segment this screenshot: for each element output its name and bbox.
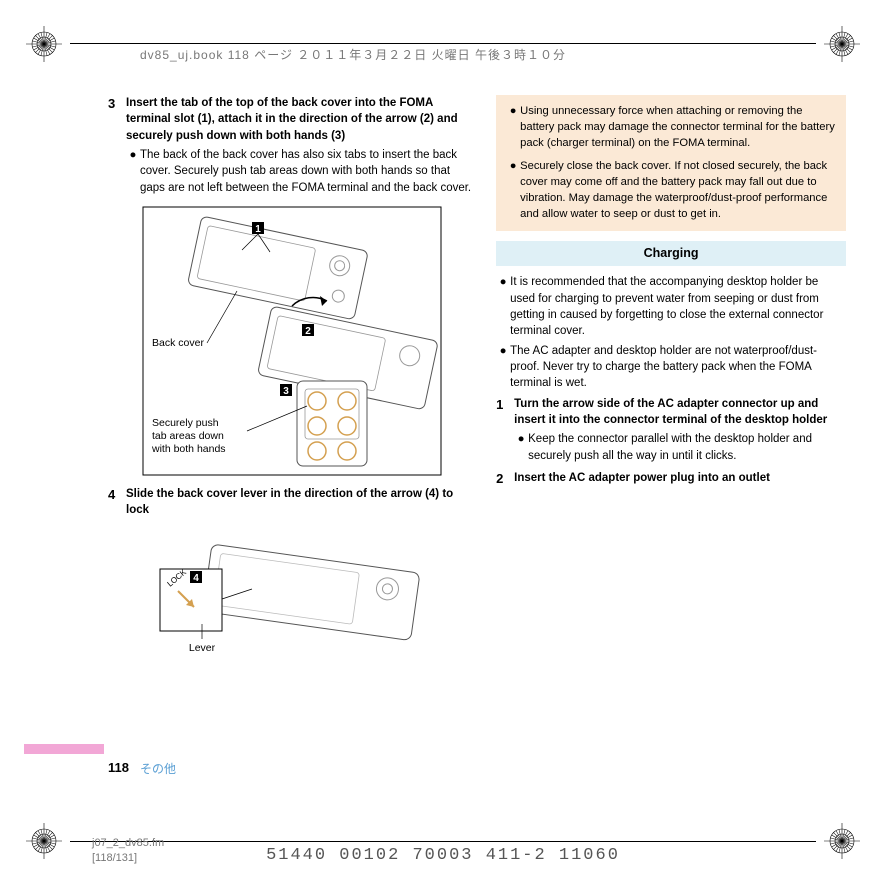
note-text-1: Using unnecessary force when attaching o…	[520, 103, 836, 152]
callout-2: 2	[305, 326, 311, 337]
note-box: ● Using unnecessary force when attaching…	[496, 95, 846, 231]
bullet-icon: ●	[506, 103, 520, 152]
step-3: 3 Insert the tab of the top of the back …	[108, 95, 472, 196]
column-right: ● Using unnecessary force when attaching…	[496, 95, 846, 765]
content-area: 3 Insert the tab of the top of the back …	[108, 95, 846, 765]
bullet-icon: ●	[496, 343, 510, 392]
hairline-top	[70, 43, 816, 44]
section-heading: Charging	[496, 241, 846, 267]
note-text-2: Securely close the back cover. If not cl…	[520, 158, 836, 223]
step-head: Slide the back cover lever in the direct…	[126, 486, 472, 519]
figure-lever: LOCK 4 Lever	[142, 529, 472, 659]
footer-barcode-text: 51440 00102 70003 411-2 11060	[0, 846, 886, 865]
step-number: 1	[496, 396, 514, 464]
bullet-text: It is recommended that the accompanying …	[510, 274, 846, 339]
bullet-icon: ●	[126, 147, 140, 196]
regmark-tl	[26, 26, 62, 62]
step-head: Turn the arrow side of the AC adapter co…	[514, 396, 846, 429]
label-lever: Lever	[189, 642, 216, 654]
page-category: その他	[140, 760, 176, 777]
step-head: Insert the tab of the top of the back co…	[126, 95, 472, 144]
bullet-icon: ●	[496, 274, 510, 339]
column-left: 3 Insert the tab of the top of the back …	[108, 95, 472, 765]
step-number: 3	[108, 95, 126, 196]
charging-step-2: 2 Insert the AC adapter power plug into …	[496, 470, 846, 488]
step-sub: Keep the connector parallel with the des…	[528, 431, 846, 464]
step-sub: The back of the back cover has also six …	[140, 147, 472, 196]
tab-marker	[24, 744, 104, 754]
regmark-tr	[824, 26, 860, 62]
bullet-text: The AC adapter and desktop holder are no…	[510, 343, 846, 392]
hairline-bottom	[70, 841, 816, 842]
figure-back-cover: 1 Back cover 2	[142, 206, 472, 476]
bullet-icon: ●	[506, 158, 520, 223]
label-push: Securely push tab areas down with both h…	[151, 417, 227, 455]
bullet-icon: ●	[514, 431, 528, 464]
step-number: 4	[108, 486, 126, 519]
step-head: Insert the AC adapter power plug into an…	[514, 470, 846, 486]
label-back-cover: Back cover	[152, 337, 204, 349]
callout-1: 1	[255, 224, 261, 235]
callout-3: 3	[283, 386, 289, 397]
step-number: 2	[496, 470, 514, 488]
charging-step-1: 1 Turn the arrow side of the AC adapter …	[496, 396, 846, 464]
page-number: 118	[108, 760, 129, 775]
page: dv85_uj.book 118 ページ ２０１１年３月２２日 火曜日 午後３時…	[0, 0, 886, 885]
book-watermark: dv85_uj.book 118 ページ ２０１１年３月２２日 火曜日 午後３時…	[140, 46, 746, 63]
step-4: 4 Slide the back cover lever in the dire…	[108, 486, 472, 519]
callout-4: 4	[193, 573, 199, 584]
